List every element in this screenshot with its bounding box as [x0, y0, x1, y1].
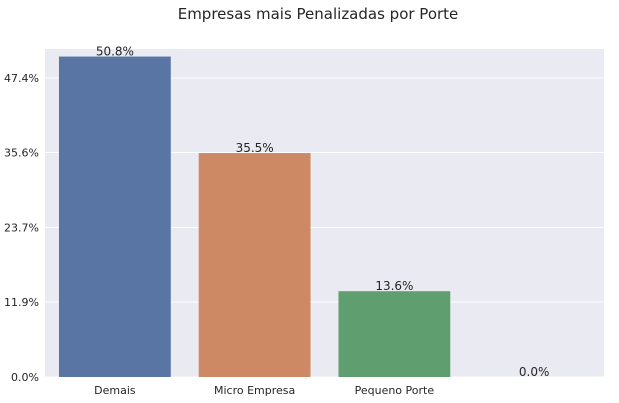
x-tick-label: Demais [94, 384, 136, 397]
y-tick-label: 0.0% [11, 371, 39, 384]
chart-title: Empresas mais Penalizadas por Porte [178, 5, 459, 23]
y-axis-ticks: 0.0% 11.9% 23.7% 35.6% 47.4% [4, 72, 39, 384]
y-tick-label: 35.6% [4, 146, 39, 159]
y-tick-label: 11.9% [4, 296, 39, 309]
bar [338, 291, 451, 377]
bar [58, 56, 171, 378]
y-tick-label: 23.7% [4, 222, 39, 235]
x-axis-ticks: Demais Micro Empresa Pequeno Porte [94, 384, 434, 397]
data-label: 0.0% [519, 365, 550, 379]
data-label: 50.8% [96, 45, 134, 59]
bars-group [58, 56, 451, 378]
x-tick-label: Pequeno Porte [355, 384, 435, 397]
data-label: 13.6% [375, 279, 413, 293]
data-labels: 50.8% 35.5% 13.6% 0.0% [96, 45, 550, 379]
bar [198, 153, 311, 377]
data-label: 35.5% [236, 141, 274, 155]
x-tick-label: Micro Empresa [214, 384, 295, 397]
y-tick-label: 47.4% [4, 72, 39, 85]
